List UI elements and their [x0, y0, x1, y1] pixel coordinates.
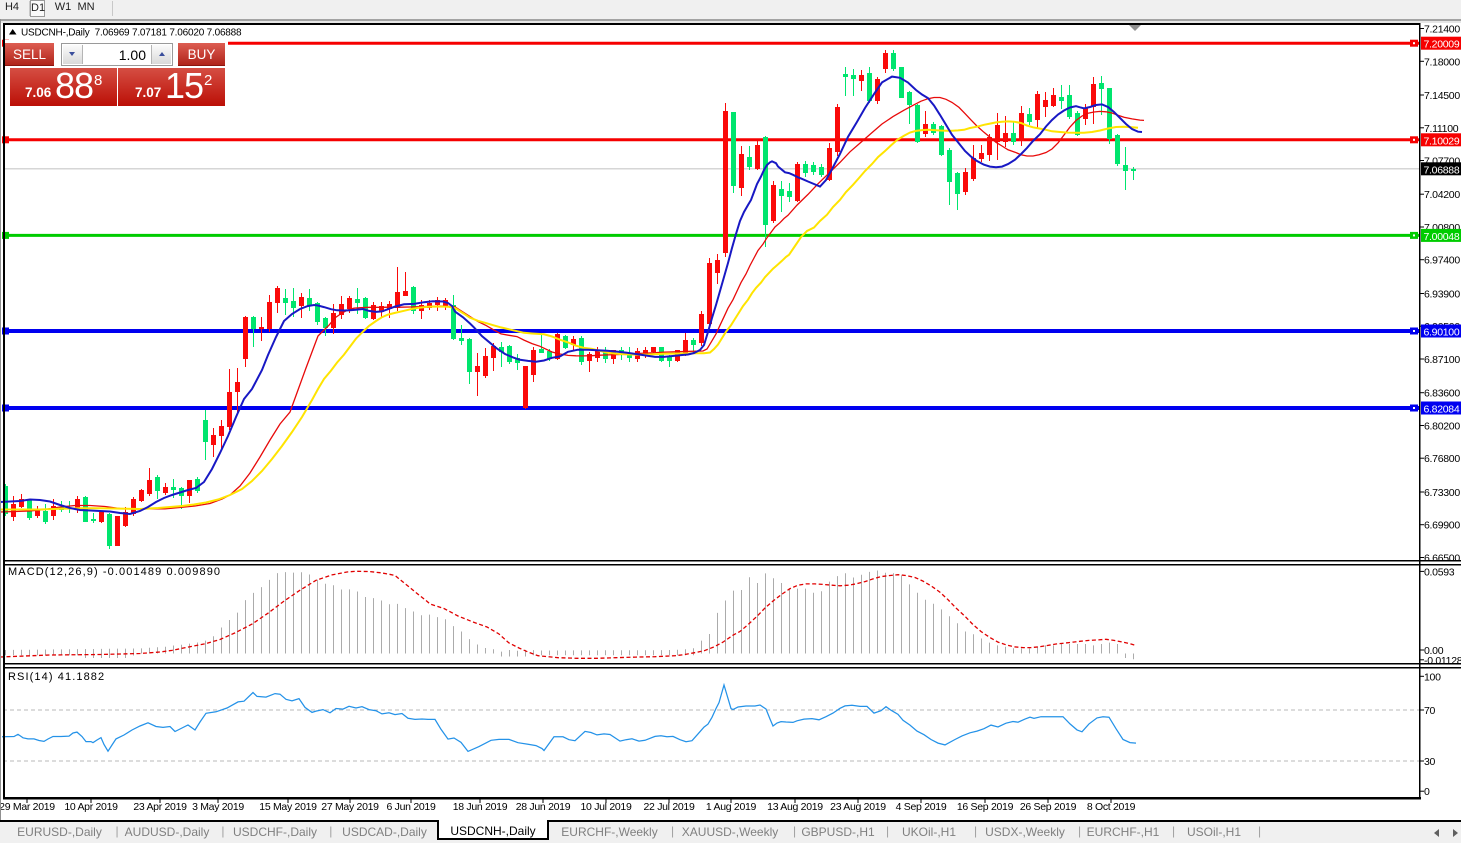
svg-text:15 May 2019: 15 May 2019	[259, 801, 317, 813]
svg-text:6.83600: 6.83600	[1424, 388, 1460, 400]
svg-text:70: 70	[1424, 705, 1436, 717]
svg-text:1 Aug 2019: 1 Aug 2019	[706, 801, 757, 813]
svg-text:26 Sep 2019: 26 Sep 2019	[1020, 801, 1077, 813]
svg-text:7.10029: 7.10029	[1424, 135, 1460, 147]
svg-text:13 Aug 2019: 13 Aug 2019	[767, 801, 823, 813]
svg-text:USDCNH-,Daily 7.06969 7.07181: USDCNH-,Daily 7.06969 7.07181 7.06020 7.…	[21, 28, 242, 39]
svg-text:29 Mar 2019: 29 Mar 2019	[0, 801, 55, 813]
svg-text:100: 100	[1424, 671, 1441, 683]
svg-text:23 Apr 2019: 23 Apr 2019	[133, 801, 187, 813]
svg-text:0.0593: 0.0593	[1424, 566, 1455, 578]
svg-text:0: 0	[1424, 786, 1430, 798]
svg-text:0.00: 0.00	[1424, 645, 1444, 657]
svg-text:6.97400: 6.97400	[1424, 255, 1460, 267]
svg-text:23 Aug 2019: 23 Aug 2019	[830, 801, 886, 813]
svg-text:6 Jun 2019: 6 Jun 2019	[387, 801, 436, 813]
svg-text:6.66500: 6.66500	[1424, 553, 1460, 565]
svg-text:7.00048: 7.00048	[1424, 231, 1460, 243]
svg-text:7.21400: 7.21400	[1424, 24, 1460, 36]
svg-text:6.76800: 6.76800	[1424, 453, 1460, 465]
svg-text:-0.0112890: -0.0112890	[1424, 655, 1461, 667]
svg-text:4 Sep 2019: 4 Sep 2019	[896, 801, 947, 813]
svg-text:27 May 2019: 27 May 2019	[321, 801, 379, 813]
svg-text:18 Jun 2019: 18 Jun 2019	[453, 801, 508, 813]
svg-text:7.06888: 7.06888	[1424, 164, 1460, 176]
svg-text:16 Sep 2019: 16 Sep 2019	[957, 801, 1014, 813]
svg-text:7.11100: 7.11100	[1424, 123, 1459, 135]
svg-text:7.18000: 7.18000	[1424, 56, 1460, 68]
svg-text:6.73300: 6.73300	[1424, 487, 1460, 499]
svg-text:8 Oct 2019: 8 Oct 2019	[1087, 801, 1136, 813]
svg-text:6.87100: 6.87100	[1424, 354, 1460, 366]
svg-text:10 Apr 2019: 10 Apr 2019	[64, 801, 118, 813]
svg-text:MACD(12,26,9) -0.001489 0.0098: MACD(12,26,9) -0.001489 0.009890	[8, 566, 221, 578]
svg-text:6.69900: 6.69900	[1424, 520, 1460, 532]
svg-text:RSI(14) 41.1882: RSI(14) 41.1882	[8, 671, 105, 683]
svg-text:6.80200: 6.80200	[1424, 421, 1460, 433]
svg-text:7.04200: 7.04200	[1424, 189, 1460, 201]
svg-text:22 Jul 2019: 22 Jul 2019	[644, 801, 695, 813]
svg-text:7.20009: 7.20009	[1424, 39, 1460, 51]
svg-text:6.93900: 6.93900	[1424, 289, 1460, 301]
svg-text:6.90100: 6.90100	[1424, 327, 1460, 339]
svg-text:6.82084: 6.82084	[1424, 404, 1460, 416]
svg-text:30: 30	[1424, 756, 1436, 768]
svg-text:3 May 2019: 3 May 2019	[192, 801, 244, 813]
svg-text:28 Jun 2019: 28 Jun 2019	[516, 801, 571, 813]
svg-text:7.14500: 7.14500	[1424, 90, 1460, 102]
svg-text:10 Jul 2019: 10 Jul 2019	[581, 801, 632, 813]
